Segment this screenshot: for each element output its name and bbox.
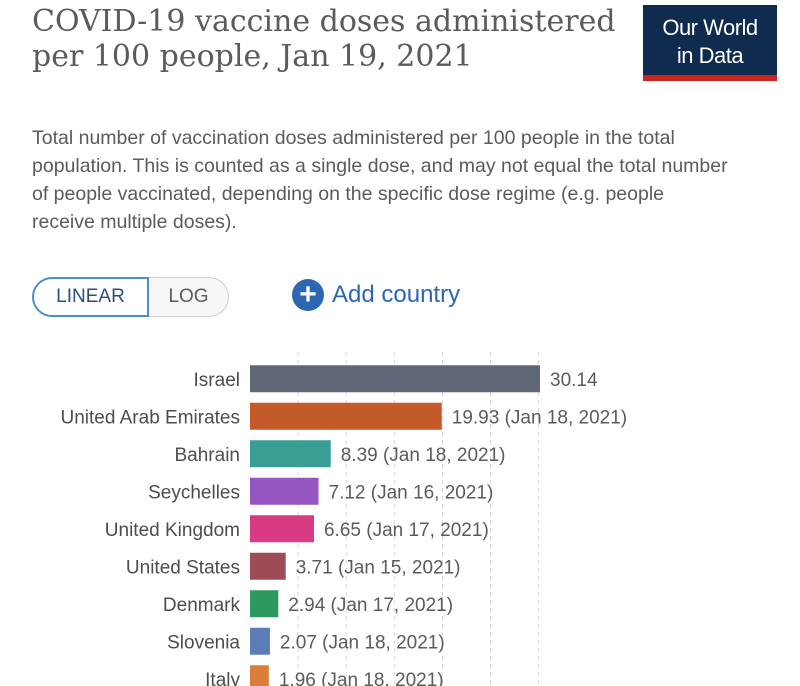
value-label: 1.96 (Jan 18, 2021) [279,670,444,686]
bar [250,590,279,618]
owid-logo[interactable]: Our World in Data [643,5,777,81]
bar [250,665,269,686]
plus-circle-icon: + [292,279,324,311]
bar [250,440,331,468]
category-label: United States [126,557,240,578]
add-country-label: Add country [332,281,461,308]
category-label: Slovenia [167,632,240,653]
value-label: 6.65 (Jan 17, 2021) [324,520,489,541]
category-label: Bahrain [175,445,241,466]
scale-toggle: LINEAR LOG [32,277,229,317]
bar [250,365,540,393]
linear-scale-button[interactable]: LINEAR [32,277,149,317]
value-label: 2.94 (Jan 17, 2021) [288,595,453,616]
log-scale-button[interactable]: LOG [149,277,229,317]
bar-chart: Israel 30.14 United Arab Emirates 19.93 (Ja… [60,352,627,686]
value-label: 30.14 [550,370,598,391]
category-label: Israel [194,370,240,391]
category-label: Denmark [163,595,241,616]
value-label: 3.71 (Jan 15, 2021) [296,557,461,578]
logo-line-1: Our World [662,15,758,40]
chart-subtitle: Total number of vaccination doses admini… [32,127,728,233]
bar [250,552,286,580]
chart-title: COVID-19 vaccine doses administered per … [32,4,616,74]
category-label: United Arab Emirates [60,407,240,428]
value-label: 8.39 (Jan 18, 2021) [341,445,506,466]
bar [250,477,319,505]
logo-line-2: in Data [676,43,744,68]
value-label: 2.07 (Jan 18, 2021) [280,632,445,653]
category-label: Seychelles [148,482,240,503]
add-country-button[interactable]: + Add country [292,279,460,311]
value-label: 7.12 (Jan 16, 2021) [329,482,494,503]
bar [250,402,442,430]
value-label: 19.93 (Jan 18, 2021) [452,407,627,428]
bar [250,627,270,655]
bar [250,515,314,543]
category-label: United Kingdom [105,520,240,541]
category-label: Italy [205,670,240,686]
